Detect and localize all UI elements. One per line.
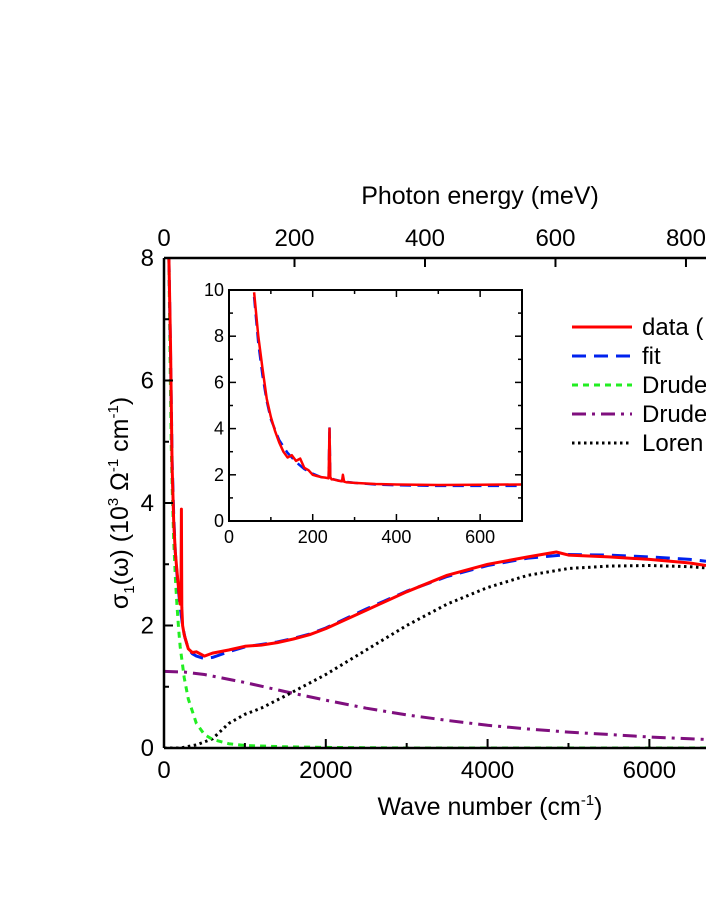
top-axis-title: Photon energy (meV) xyxy=(361,182,599,210)
legend-label: fit xyxy=(642,343,661,370)
series-line-3 xyxy=(164,669,706,741)
top-tick-label: 600 xyxy=(535,225,575,252)
series-line-0 xyxy=(167,258,706,658)
inset-x-tick-label: 600 xyxy=(465,527,495,547)
inset-y-tick-label: 8 xyxy=(214,326,224,346)
y-axis-title-sigma: σ xyxy=(106,593,134,609)
x-tick-label: 0 xyxy=(157,757,170,784)
y-axis-title-sub: 1 xyxy=(121,585,138,593)
x-tick-label: 6000 xyxy=(623,757,676,784)
y-tick-label: 6 xyxy=(141,368,154,395)
inset-x-tick-label: 200 xyxy=(298,527,328,547)
main-tick-marks xyxy=(163,257,687,749)
inset-tick-marks xyxy=(228,289,522,522)
inset-y-tick-label: 4 xyxy=(214,419,224,439)
y-axis-title-sup1: 3 xyxy=(105,498,122,506)
y-axis-title-mid3: cm xyxy=(106,419,134,459)
top-tick-label: 800 xyxy=(666,225,706,252)
inset-x-tick-label: 0 xyxy=(224,527,234,547)
y-axis-title-mid2: Ω xyxy=(106,472,134,498)
series-line-4 xyxy=(164,564,706,748)
y-tick-label: 4 xyxy=(141,490,154,517)
y-axis-title-end: ) xyxy=(106,397,134,405)
legend-label: Drude xyxy=(642,401,706,428)
top-tick-label: 0 xyxy=(157,225,170,252)
main-series-group xyxy=(164,258,706,748)
inset-x-tick-label: 400 xyxy=(381,527,411,547)
y-axis-title-sup2: -1 xyxy=(105,459,122,472)
inset-tick-labels: 0 200 400 600 0 2 4 6 8 10 xyxy=(204,280,495,547)
top-tick-labels: 0 200 400 600 800 xyxy=(157,225,706,252)
inset-series-group xyxy=(252,292,522,488)
x-axis-title-sup: -1 xyxy=(581,792,594,809)
y-tick-label: 2 xyxy=(141,613,154,640)
legend-label: data ( xyxy=(642,314,703,341)
x-tick-label: 2000 xyxy=(299,757,352,784)
y-tick-label: 0 xyxy=(141,735,154,762)
inset-series-line-0 xyxy=(252,292,522,487)
x-tick-label: 4000 xyxy=(461,757,514,784)
inset-y-tick-label: 10 xyxy=(204,280,224,300)
y-axis-title-sup3: -1 xyxy=(105,405,122,418)
y-axis-title-mid: (ω) (10 xyxy=(106,506,134,585)
x-axis-title-main: Wave number (cm xyxy=(378,793,581,821)
legend-label: Drude xyxy=(642,372,706,399)
inset-y-tick-label: 0 xyxy=(214,511,224,531)
inset-y-tick-label: 2 xyxy=(214,465,224,485)
x-axis-title-end: ) xyxy=(594,793,602,821)
inset-y-tick-label: 6 xyxy=(214,372,224,392)
legend-label: Loren xyxy=(642,430,703,457)
inset-background xyxy=(229,290,522,521)
y-axis-title: σ1(ω) (103 Ω-1 cm-1) xyxy=(105,397,138,609)
top-tick-label: 400 xyxy=(405,225,445,252)
y-tick-label: 8 xyxy=(141,245,154,272)
x-axis-title: Wave number (cm-1) xyxy=(378,792,603,821)
top-tick-label: 200 xyxy=(274,225,314,252)
